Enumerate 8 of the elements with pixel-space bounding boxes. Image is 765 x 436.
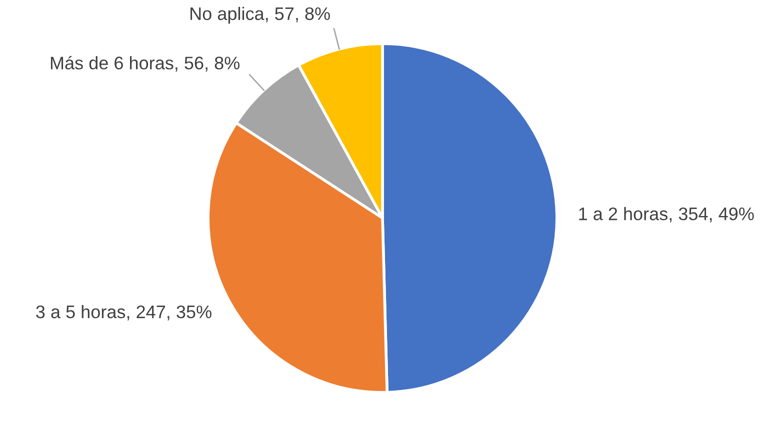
slice-label: Más de 6 horas xyxy=(50,56,174,70)
slice-label: No aplica xyxy=(190,6,264,24)
data-label: , 354, 49% xyxy=(670,207,754,222)
slice-label: 1 a 2 horas xyxy=(579,207,668,220)
data-label: , 247, 35% xyxy=(127,305,212,320)
data-label: , 57, 8% xyxy=(266,7,330,22)
data-label: , 56, 8% xyxy=(176,56,240,72)
slice-label: 3 a 5 horas xyxy=(36,305,126,318)
